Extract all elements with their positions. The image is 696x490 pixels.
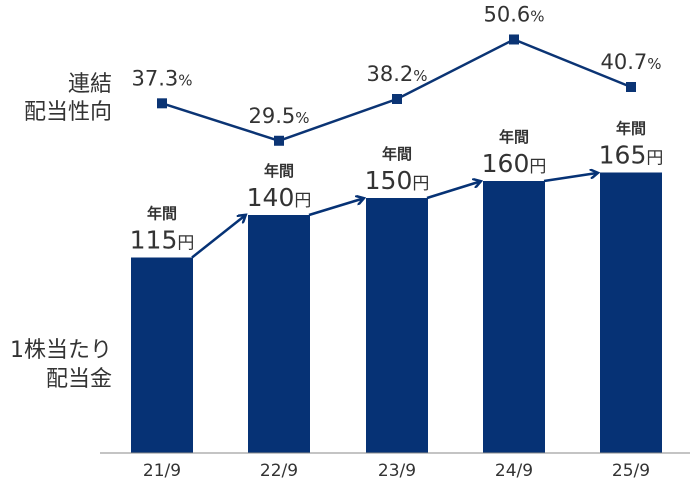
payout-ratio-marker bbox=[157, 98, 167, 109]
payout-ratio-marker bbox=[626, 82, 636, 92]
annual-label: 年間 bbox=[382, 145, 412, 163]
dividend-value-label: 165円 bbox=[599, 141, 664, 170]
dividend-label-line1: 1株当たり bbox=[10, 338, 112, 363]
growth-arrow bbox=[426, 182, 480, 200]
annual-label: 年間 bbox=[499, 128, 529, 146]
payout-ratio-value-label: 37.3% bbox=[131, 66, 192, 90]
dividend-value-label: 140円 bbox=[247, 183, 312, 212]
dividend-value-label: 150円 bbox=[365, 166, 430, 195]
payout-ratio-value-label: 40.7% bbox=[600, 50, 661, 74]
growth-arrow bbox=[191, 216, 245, 259]
x-tick-label: 23/9 bbox=[378, 461, 416, 481]
bar-23/9 bbox=[366, 198, 428, 453]
annual-label: 年間 bbox=[264, 162, 294, 180]
growth-arrows bbox=[191, 173, 597, 259]
growth-arrow bbox=[308, 199, 363, 217]
payout-ratio-label-line1: 連結 bbox=[68, 72, 112, 97]
x-tick-label: 24/9 bbox=[495, 461, 533, 481]
payout-ratio-labels: 37.3% 29.5% 38.2% 50.6% 40.7% bbox=[131, 2, 661, 127]
annual-label: 年間 bbox=[616, 120, 646, 138]
dividend-value-label: 115円 bbox=[130, 226, 195, 255]
x-axis-ticks: 21/9 22/9 23/9 24/9 25/9 bbox=[143, 461, 650, 481]
bar-22/9 bbox=[248, 215, 310, 453]
dividend-value-label: 160円 bbox=[482, 149, 547, 178]
x-tick-label: 25/9 bbox=[612, 461, 650, 481]
dividend-bars bbox=[131, 172, 662, 453]
payout-ratio-marker bbox=[274, 135, 284, 146]
payout-ratio-marker bbox=[509, 34, 519, 45]
annual-label: 年間 bbox=[147, 205, 177, 223]
growth-arrow bbox=[543, 173, 597, 183]
payout-ratio-marker bbox=[392, 94, 402, 104]
payout-ratio-value-label: 38.2% bbox=[366, 62, 427, 86]
payout-ratio-value-label: 50.6% bbox=[483, 2, 544, 26]
dividend-label-line2: 配当金 bbox=[46, 367, 112, 392]
bar-21/9 bbox=[131, 257, 193, 453]
bar-25/9 bbox=[600, 172, 662, 453]
payout-ratio-polyline bbox=[161, 38, 632, 143]
x-tick-label: 21/9 bbox=[143, 461, 181, 481]
x-tick-label: 22/9 bbox=[260, 461, 298, 481]
payout-ratio-line bbox=[157, 34, 636, 146]
payout-ratio-label-line2: 配当性向 bbox=[24, 100, 112, 125]
bar-24/9 bbox=[483, 181, 545, 453]
payout-ratio-value-label: 29.5% bbox=[248, 104, 309, 128]
